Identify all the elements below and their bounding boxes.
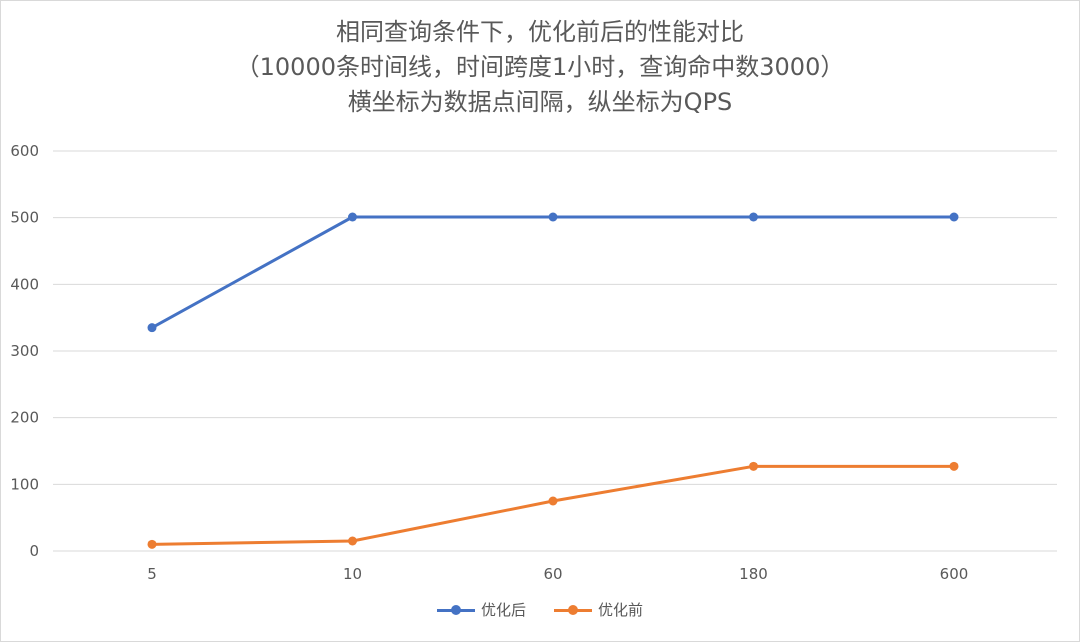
- x-tick-label: 600: [940, 565, 969, 583]
- chart-title-line-2: （10000条时间线，时间跨度1小时，查询命中数3000）: [235, 53, 845, 81]
- data-point-after[interactable]: [949, 212, 959, 222]
- series-line-after: [150, 215, 956, 330]
- data-point-after[interactable]: [548, 212, 558, 222]
- x-tick-label: 5: [147, 565, 157, 583]
- data-point-before[interactable]: [147, 539, 157, 549]
- chart-title-line-1: 相同查询条件下，优化前后的性能对比: [336, 18, 744, 46]
- legend-label-before: 优化前: [598, 601, 644, 619]
- x-tick-label: 10: [343, 565, 362, 583]
- data-point-after[interactable]: [147, 323, 157, 333]
- legend-swatch-before: [554, 604, 592, 616]
- y-tick-label: 400: [10, 275, 39, 293]
- y-tick-label: 500: [10, 209, 39, 227]
- y-tick-label: 300: [10, 342, 39, 360]
- legend-swatch-after: [436, 604, 475, 616]
- y-tick-label: 0: [29, 542, 39, 560]
- x-tick-label: 60: [543, 565, 562, 583]
- legend-item-after[interactable]: 优化后: [436, 599, 526, 620]
- data-point-before[interactable]: [949, 461, 959, 471]
- legend-label-after: 优化后: [480, 601, 526, 619]
- chart-legend: 优化后 优化前: [1, 599, 1079, 620]
- y-tick-label: 600: [10, 142, 39, 160]
- data-point-before[interactable]: [348, 536, 357, 546]
- data-point-after[interactable]: [348, 212, 357, 222]
- chart-title: 相同查询条件下，优化前后的性能对比 （10000条时间线，时间跨度1小时，查询命…: [1, 15, 1079, 120]
- data-point-before[interactable]: [548, 496, 558, 506]
- data-point-after[interactable]: [749, 212, 758, 222]
- y-tick-label: 200: [10, 409, 39, 427]
- y-tick-label: 100: [10, 475, 39, 493]
- data-point-before[interactable]: [749, 461, 758, 471]
- chart-title-line-3: 横坐标为数据点间隔，纵坐标为QPS: [347, 88, 733, 116]
- x-tick-label: 180: [739, 565, 768, 583]
- legend-item-before[interactable]: 优化前: [554, 599, 643, 620]
